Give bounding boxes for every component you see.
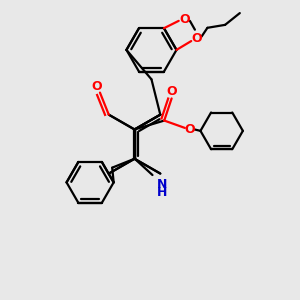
Text: H: H (157, 186, 167, 199)
Text: O: O (180, 13, 190, 26)
Text: O: O (92, 80, 102, 93)
Text: N: N (157, 178, 167, 191)
Text: O: O (166, 85, 177, 98)
Text: O: O (192, 32, 203, 45)
Text: O: O (185, 123, 196, 136)
